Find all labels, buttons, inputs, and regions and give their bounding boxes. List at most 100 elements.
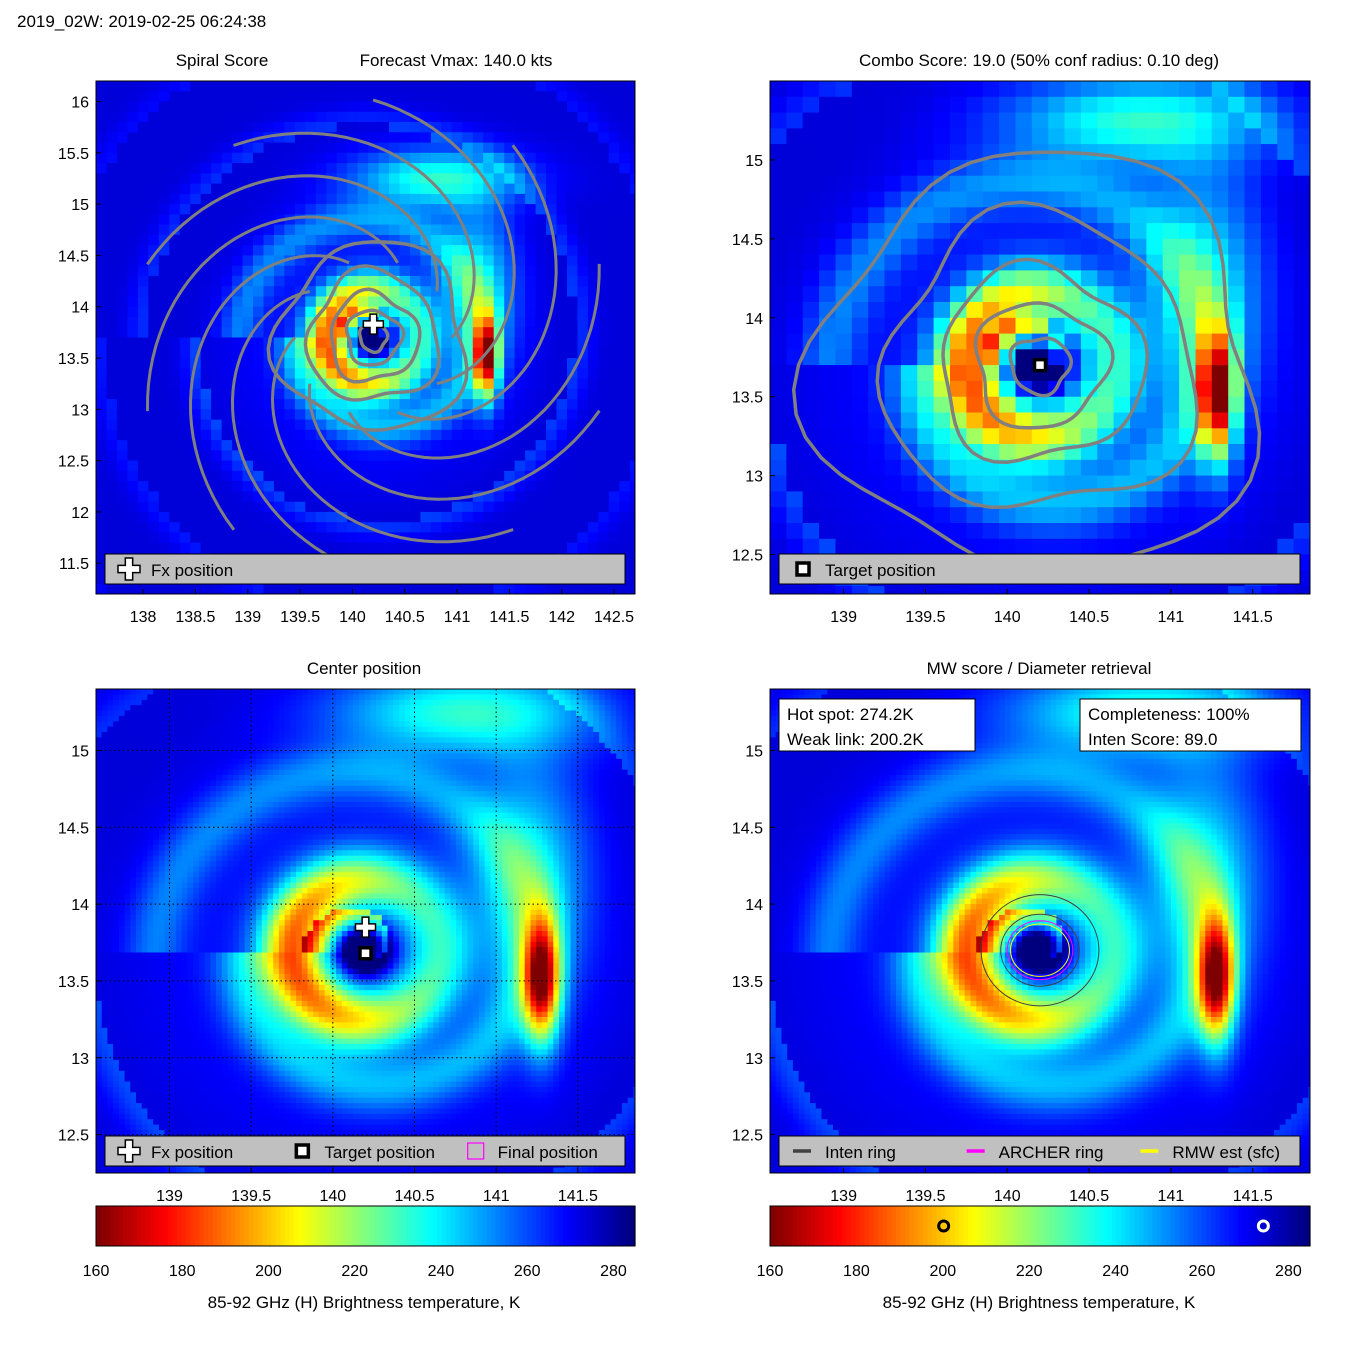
- heatmap-cell: [629, 224, 635, 236]
- heatmap-cell: [567, 532, 579, 544]
- heatmap-cell: [598, 368, 610, 380]
- heatmap-cell: [514, 460, 526, 472]
- heatmap-cell: [473, 721, 480, 728]
- heatmap-cell: [535, 101, 547, 113]
- heatmap-cell: [181, 694, 188, 701]
- heatmap-cell: [1146, 507, 1164, 524]
- heatmap-cell: [404, 699, 411, 706]
- heatmap-cell: [1064, 128, 1082, 145]
- heatmap-cell: [216, 715, 223, 722]
- heatmap-cell: [999, 396, 1017, 414]
- heatmap-cell: [137, 224, 149, 236]
- heatmap-cell: [221, 689, 229, 695]
- heatmap-cell: [216, 732, 223, 738]
- heatmap-cell: [1310, 334, 1327, 350]
- heatmap-cell: [301, 699, 309, 706]
- heatmap-cell: [835, 365, 853, 382]
- heatmap-cell: [389, 594, 400, 605]
- heatmap-cell: [313, 710, 320, 717]
- heatmap-cell: [1146, 207, 1164, 224]
- heatmap-cell: [629, 378, 635, 390]
- heatmap-cell: [1211, 175, 1229, 193]
- heatmap-cell: [315, 183, 327, 195]
- heatmap-cell: [1162, 459, 1180, 477]
- heatmap-cell: [1048, 507, 1066, 524]
- heatmap-cell: [1080, 159, 1098, 177]
- heatmap-cell: [211, 542, 223, 554]
- heatmap-cell: [336, 748, 343, 755]
- heatmap-cell: [547, 737, 554, 744]
- heatmap-cell: [802, 491, 820, 508]
- heatmap-cell: [999, 112, 1017, 129]
- heatmap-cell: [1097, 270, 1115, 287]
- heatmap-cell: [900, 81, 918, 98]
- heatmap-cell: [232, 594, 243, 605]
- heatmap-cell: [1162, 270, 1180, 287]
- heatmap-cell: [441, 286, 453, 298]
- heatmap-cell: [357, 163, 369, 174]
- heatmap-cell: [256, 705, 263, 712]
- heatmap-cell: [261, 699, 269, 706]
- heatmap-cell: [786, 128, 804, 145]
- heatmap-cell: [483, 286, 495, 298]
- heatmap-cell: [493, 255, 505, 267]
- heatmap-cell: [1293, 412, 1310, 429]
- heatmap-cell: [786, 491, 804, 508]
- heatmap-cell: [158, 204, 170, 215]
- heatmap-cell: [158, 450, 170, 462]
- heatmap-cell: [284, 91, 296, 103]
- heatmap-cell: [950, 175, 967, 193]
- heatmap-cell: [263, 204, 275, 215]
- heatmap-cell: [999, 96, 1017, 114]
- heatmap-cell: [525, 111, 537, 123]
- heatmap-cell: [541, 721, 549, 728]
- heatmap-cell: [933, 317, 951, 335]
- heatmap-cell: [253, 532, 265, 544]
- heatmap-cell: [608, 317, 620, 328]
- heatmap-cell: [244, 689, 251, 695]
- heatmap-cell: [982, 444, 1000, 461]
- heatmap-cell: [535, 183, 547, 195]
- heatmap-cell: [359, 737, 366, 744]
- heatmap-cell: [242, 358, 254, 369]
- heatmap-cell: [169, 183, 181, 195]
- heatmap-cell: [504, 265, 516, 277]
- heatmap-cell: [1310, 397, 1327, 413]
- heatmap-cell: [770, 380, 787, 398]
- heatmap-cell: [1146, 191, 1164, 208]
- heatmap-cell: [364, 721, 371, 728]
- heatmap-cell: [547, 742, 554, 749]
- heatmap-cell: [336, 429, 348, 441]
- heatmap-cell: [399, 111, 411, 123]
- heatmap-cell: [148, 388, 160, 400]
- heatmap-cell: [1195, 175, 1213, 193]
- x-tick-label: 141: [1158, 609, 1185, 626]
- heatmap-cell: [368, 173, 380, 185]
- heatmap-cell: [410, 173, 422, 185]
- heatmap-cell: [567, 286, 579, 298]
- heatmap-cell: [263, 429, 275, 441]
- heatmap-cell: [1015, 223, 1033, 240]
- heatmap-cell: [107, 710, 114, 717]
- heatmap-cell: [1195, 333, 1213, 350]
- heatmap-cell: [629, 317, 635, 328]
- heatmap-cell: [587, 296, 599, 308]
- heatmap-cell: [504, 101, 516, 113]
- heatmap-cell: [232, 501, 244, 513]
- heatmap-cell: [430, 91, 442, 103]
- heatmap-cell: [124, 699, 131, 706]
- heatmap-cell: [619, 306, 631, 318]
- heatmap-cell: [169, 265, 181, 277]
- heatmap-cell: [884, 191, 902, 208]
- heatmap-cell: [1195, 491, 1213, 508]
- heatmap-cell: [148, 460, 160, 472]
- heatmap-cell: [330, 715, 337, 722]
- heatmap-cell: [1130, 270, 1147, 287]
- heatmap-cell: [404, 742, 411, 749]
- heatmap-cell: [164, 737, 171, 744]
- heatmap-cell: [378, 101, 390, 113]
- heatmap-cell: [1162, 207, 1180, 224]
- heatmap-cell: [598, 388, 610, 400]
- heatmap-cell: [176, 737, 183, 744]
- heatmap-cell: [868, 286, 886, 303]
